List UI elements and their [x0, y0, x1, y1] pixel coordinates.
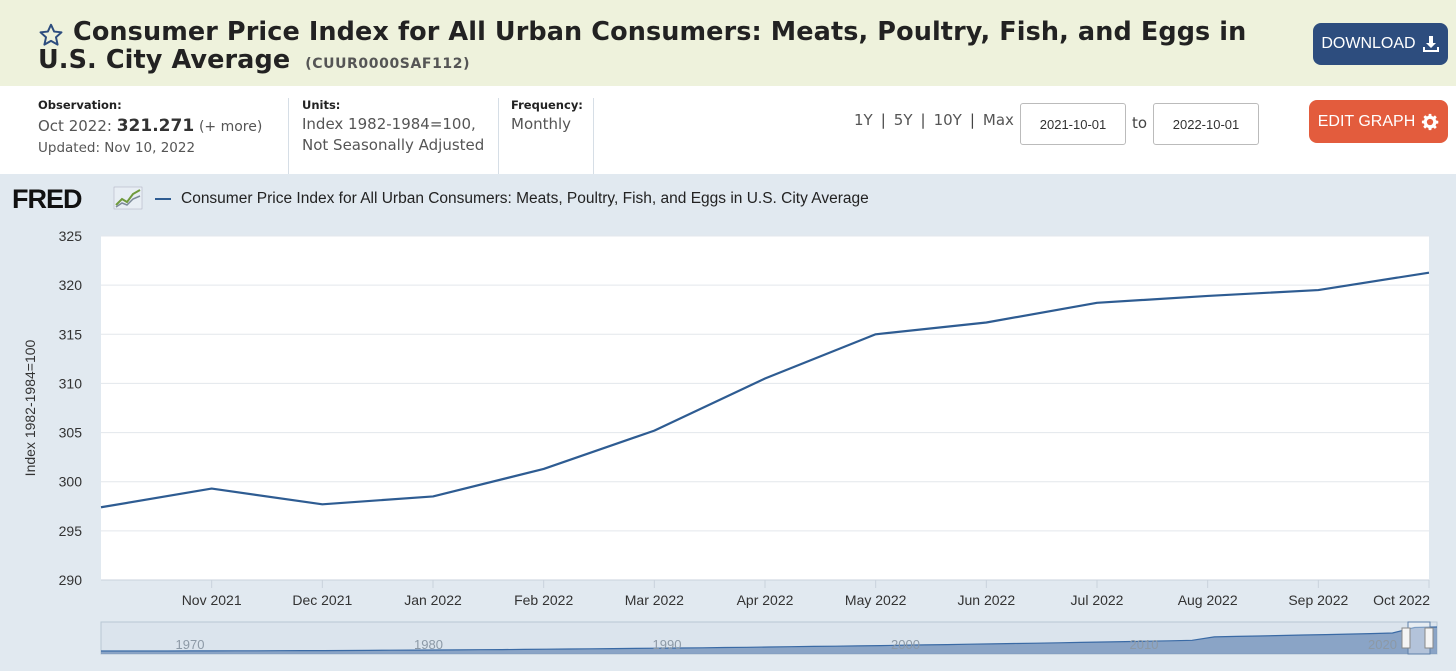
x-tick-label: Mar 2022 [625, 592, 684, 608]
download-button[interactable]: DOWNLOAD [1313, 23, 1448, 65]
range-separator: | [969, 111, 975, 129]
x-tick-label: Apr 2022 [737, 592, 794, 608]
navigator-year-label: 2010 [1130, 637, 1159, 652]
navigator-year-label: 2020 [1368, 637, 1397, 652]
y-tick-label: 310 [59, 375, 83, 391]
data-point[interactable] [430, 493, 436, 499]
observation-date: Oct 2022: [38, 117, 112, 135]
graph-panel: FRED Consumer Price Index for All Urban … [0, 174, 1456, 671]
range-max[interactable]: Max [982, 111, 1014, 129]
frequency-block: Frequency: Monthly [511, 98, 583, 135]
fred-logo: FRED [12, 184, 82, 215]
x-tick-label: Dec 2021 [292, 592, 352, 608]
info-divider [288, 98, 289, 174]
range-5y[interactable]: 5Y [893, 111, 913, 129]
x-tick-label: May 2022 [845, 592, 907, 608]
navigator-year-label: 1990 [653, 637, 682, 652]
legend-label: Consumer Price Index for All Urban Consu… [181, 190, 869, 207]
y-tick-label: 295 [59, 523, 83, 539]
navigator-handle-left[interactable] [1401, 627, 1411, 649]
download-label: DOWNLOAD [1321, 35, 1416, 52]
series-line[interactable] [100, 271, 1430, 509]
frequency-value: Monthly [511, 115, 572, 133]
edit-graph-label: EDIT GRAPH [1317, 112, 1416, 130]
star-icon[interactable] [38, 22, 64, 48]
y-tick-label: 305 [59, 425, 83, 441]
x-tick-label: Oct 2022 [1373, 592, 1430, 608]
data-point[interactable] [98, 504, 104, 510]
info-divider [593, 98, 594, 174]
range-10y[interactable]: 10Y [933, 111, 962, 129]
range-separator: | [920, 111, 926, 129]
navigator-year-label: 1980 [414, 637, 443, 652]
x-tick-label: Jan 2022 [404, 592, 462, 608]
navigator-handle-right[interactable] [1424, 627, 1434, 649]
updated-date: Updated: Nov 10, 2022 [38, 140, 196, 156]
x-tick-label: Nov 2021 [182, 592, 242, 608]
data-point[interactable] [651, 428, 657, 434]
info-divider [498, 98, 499, 174]
frequency-label: Frequency: [511, 98, 583, 112]
navigator-year-label: 1970 [176, 637, 205, 652]
line-chart[interactable]: 290 295 300 305 310 315 320 325 Nov 2021 Dec 2021… [0, 174, 1456, 671]
data-point[interactable] [983, 319, 989, 325]
y-tick-label: 320 [59, 277, 83, 293]
y-axis-title: Index 1982-1984=100 [22, 339, 38, 476]
navigator-year-label: 2000 [891, 637, 920, 652]
to-label: to [1132, 114, 1148, 132]
units-block: Units: Index 1982-1984=100, Not Seasonal… [302, 98, 484, 156]
y-tick-label: 300 [59, 474, 83, 490]
download-icon [1422, 36, 1439, 52]
data-point[interactable] [1205, 293, 1211, 299]
x-tick-label: Sep 2022 [1288, 592, 1348, 608]
units-value-1: Index 1982-1984=100, [302, 115, 476, 133]
fred-logo-text: FRED [12, 184, 82, 214]
chart-legend: Consumer Price Index for All Urban Consu… [155, 190, 869, 208]
x-tick-label: Jul 2022 [1071, 592, 1124, 608]
range-separator: | [880, 111, 886, 129]
series-title: Consumer Price Index for All Urban Consu… [38, 17, 1247, 75]
navigator-area [101, 627, 1437, 654]
data-point[interactable] [209, 486, 215, 492]
data-point[interactable] [873, 331, 879, 337]
page-title: Consumer Price Index for All Urban Consu… [38, 18, 1298, 78]
data-point[interactable] [1426, 270, 1432, 276]
plot-area [101, 236, 1429, 580]
x-tick-label: Jun 2022 [958, 592, 1016, 608]
y-tick-label: 325 [59, 228, 83, 244]
series-id: (CUUR0000SAF112) [305, 56, 471, 72]
edit-graph-button[interactable]: EDIT GRAPH [1309, 100, 1448, 143]
range-1y[interactable]: 1Y [854, 111, 873, 129]
units-label: Units: [302, 98, 341, 112]
data-point[interactable] [1094, 300, 1100, 306]
data-point[interactable] [1315, 287, 1321, 293]
data-point[interactable] [762, 376, 768, 382]
end-date-input[interactable]: 2022-10-01 [1153, 103, 1259, 145]
series-info-bar: Observation: Oct 2022: 321.271 (+ more) … [0, 86, 1456, 174]
units-value-2: Not Seasonally Adjusted [302, 136, 485, 154]
observation-label: Observation: [38, 98, 122, 112]
fred-chart-icon [113, 186, 143, 210]
range-selector: 1Y | 5Y | 10Y | Max [854, 111, 1014, 129]
x-tick-label: Aug 2022 [1178, 592, 1238, 608]
y-tick-label: 315 [59, 326, 83, 342]
gear-icon [1422, 113, 1439, 130]
data-point[interactable] [319, 501, 325, 507]
legend-swatch [155, 198, 171, 200]
x-tick-label: Feb 2022 [514, 592, 573, 608]
start-date-input[interactable]: 2021-10-01 [1020, 103, 1126, 145]
observation-value-line: Oct 2022: 321.271 (+ more) [38, 116, 262, 138]
y-tick-label: 290 [59, 572, 83, 588]
data-point[interactable] [541, 466, 547, 472]
observation-block: Observation: Oct 2022: 321.271 (+ more) … [38, 98, 262, 156]
observation-value: 321.271 [116, 116, 195, 136]
title-bar: Consumer Price Index for All Urban Consu… [0, 0, 1456, 86]
navigator-line [101, 626, 1438, 652]
observation-more-link[interactable]: (+ more) [198, 119, 263, 135]
